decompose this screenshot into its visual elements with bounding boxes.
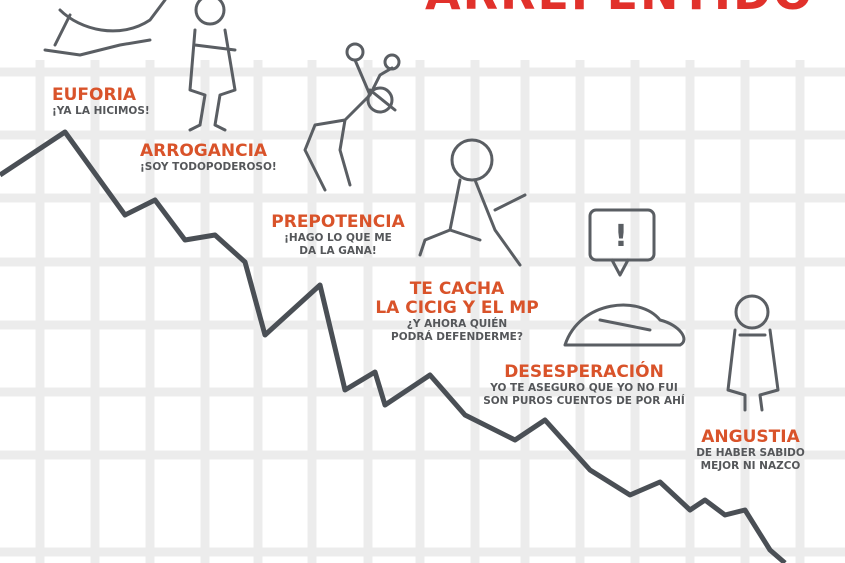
stage-subtext: MEJOR NI NAZCO <box>700 460 801 472</box>
stage-desesperacion: DESESPERACIÓN YO TE ASEGURO QUE YO NO FU… <box>475 363 693 408</box>
stage-prepotencia: PREPOTENCIA ¡HAGO LO QUE ME DA LA GANA! <box>262 213 414 258</box>
stage-subtext: SON PUROS CUENTOS DE POR AHÍ <box>483 395 685 407</box>
anguish-figure-illustration <box>726 294 780 412</box>
stage-arrogancia: ARROGANCIA ¡SOY TODOPODEROSO! <box>140 142 277 174</box>
stage-subtext: ¡SOY TODOPODEROSO! <box>140 161 277 173</box>
stage-heading-line2: LA CICIG Y EL MP <box>375 298 539 318</box>
arrogance-figure-illustration <box>188 0 237 132</box>
stage-subtext: ¡HAGO LO QUE ME <box>284 232 392 244</box>
stage-subtext: YO TE ASEGURO QUE YO NO FUI <box>490 382 678 394</box>
background-grid <box>0 60 845 563</box>
speech-bubble-illustration <box>588 208 656 277</box>
stage-angustia: ANGUSTIA DE HABER SABIDO MEJOR NI NAZCO <box>688 428 813 473</box>
stage-subtext: PODRÁ DEFENDERME? <box>391 331 523 343</box>
stage-subtext: DE HABER SABIDO <box>696 447 805 459</box>
prepotence-figure-illustration <box>303 42 401 192</box>
decline-line <box>0 129 787 563</box>
exclamation-mark: ! <box>614 219 628 254</box>
stage-heading: TE CACHA <box>409 279 505 299</box>
page-title: ARREPENTIDO <box>425 0 814 16</box>
stage-heading: ARROGANCIA <box>140 141 268 161</box>
illustrations <box>43 0 780 412</box>
stage-subtext: ¿Y AHORA QUIÉN <box>406 318 508 330</box>
caught-figure-illustration <box>418 138 527 267</box>
stage-subtext: DA LA GANA! <box>299 245 377 257</box>
stage-heading: EUFORIA <box>52 85 137 105</box>
stage-heading: DESESPERACIÓN <box>504 362 664 382</box>
euphoria-figure-illustration <box>43 0 167 57</box>
stage-euforia: EUFORIA ¡YA LA HICIMOS! <box>52 86 150 118</box>
stage-subtext: ¡YA LA HICIMOS! <box>52 105 150 117</box>
stage-heading: ANGUSTIA <box>701 427 800 447</box>
despair-figure-illustration <box>563 303 686 347</box>
stage-te-cacha: TE CACHA LA CICIG Y EL MP ¿Y AHORA QUIÉN… <box>362 280 552 344</box>
stage-heading: PREPOTENCIA <box>271 212 405 232</box>
